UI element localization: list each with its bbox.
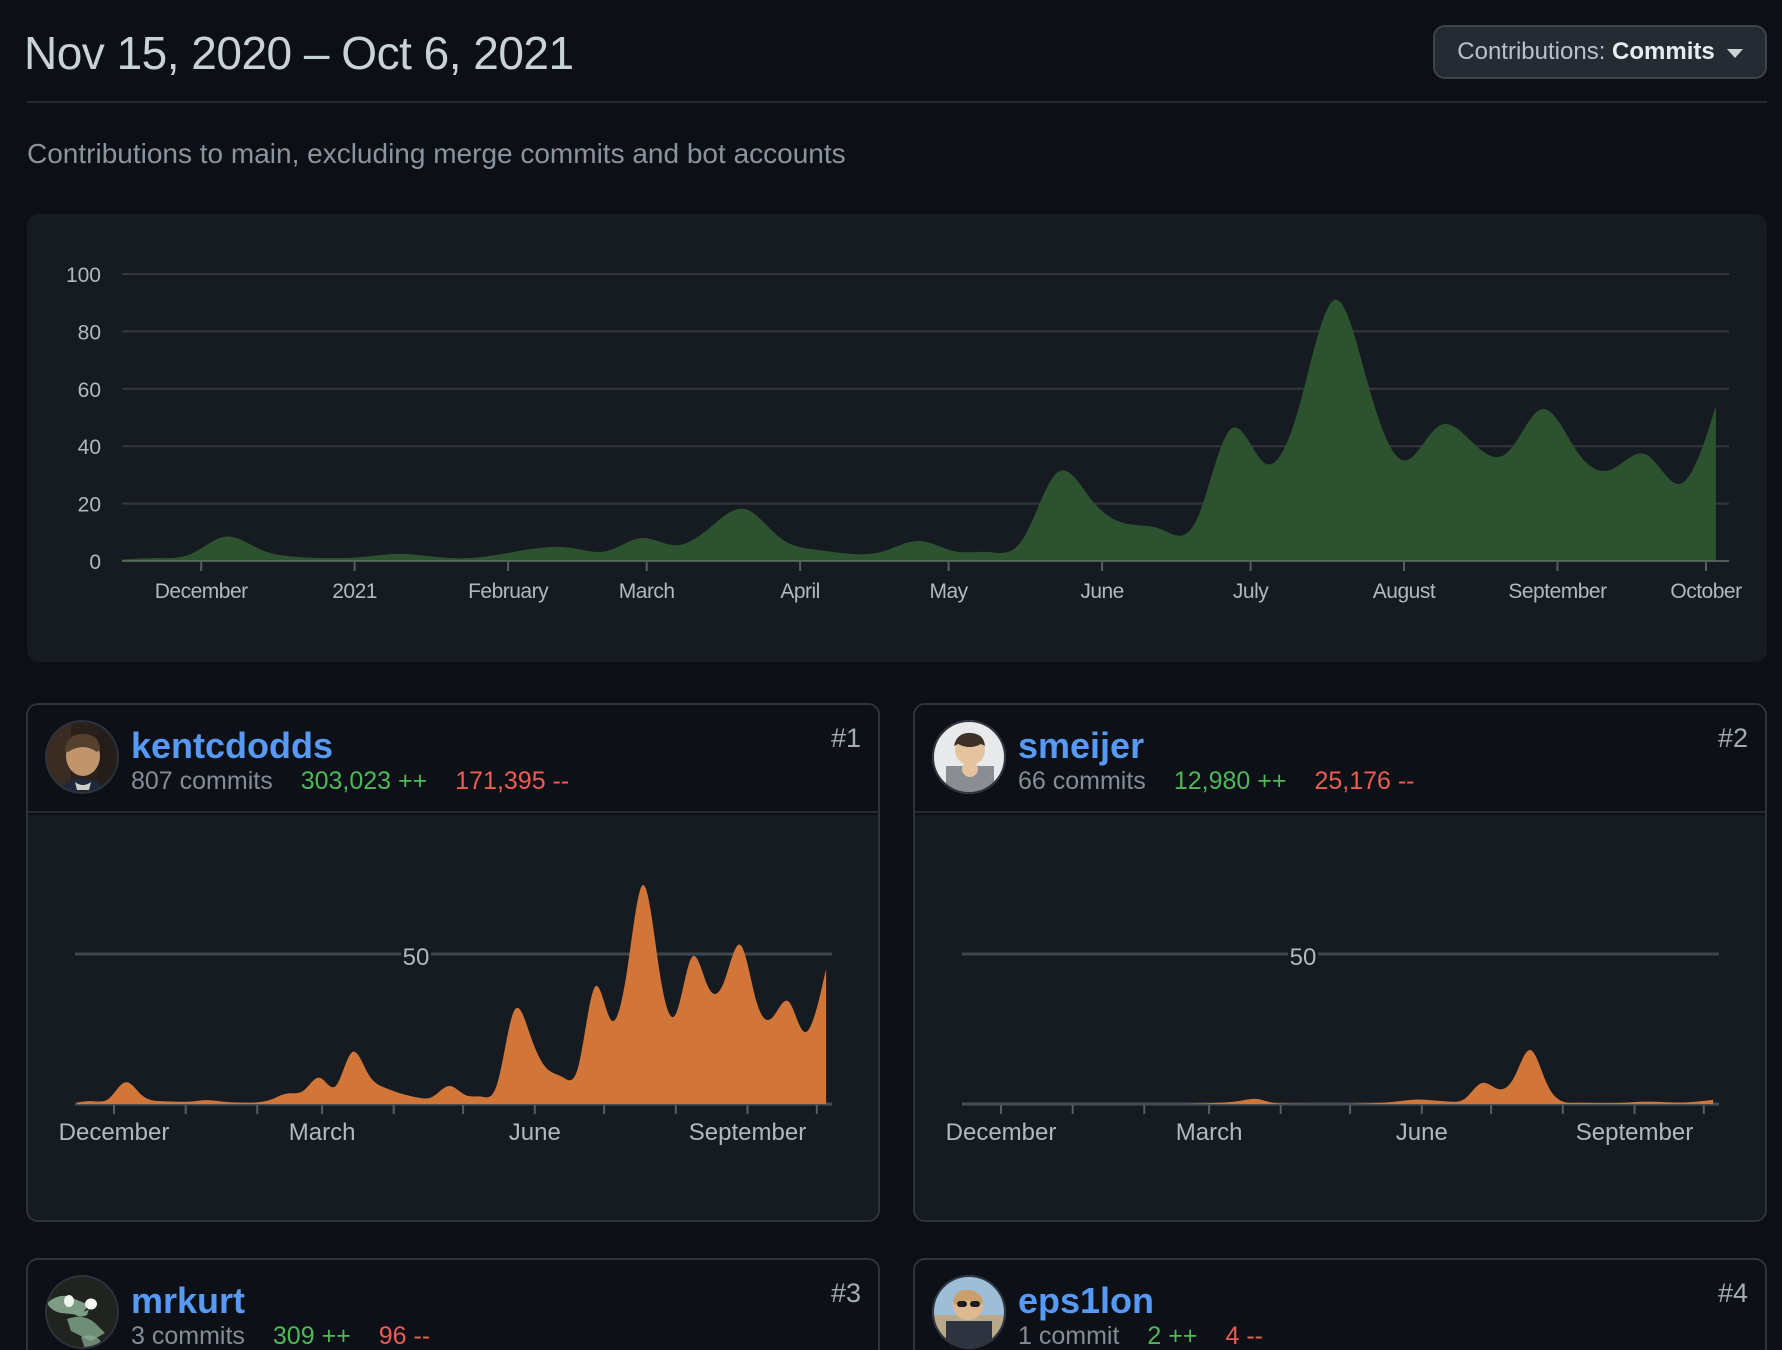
svg-text:June: June (1396, 1119, 1448, 1146)
svg-text:80: 80 (78, 321, 101, 344)
svg-text:September: September (689, 1119, 806, 1146)
svg-text:December: December (155, 580, 248, 603)
svg-text:June: June (1080, 580, 1124, 603)
svg-text:20: 20 (78, 494, 101, 517)
svg-text:September: September (1576, 1119, 1693, 1146)
svg-text:April: April (780, 580, 820, 603)
svg-text:June: June (509, 1119, 561, 1146)
svg-text:50: 50 (1290, 944, 1317, 971)
svg-text:December: December (59, 1119, 170, 1146)
svg-text:40: 40 (78, 436, 101, 459)
svg-text:September: September (1508, 580, 1607, 603)
svg-text:March: March (1176, 1119, 1243, 1146)
svg-text:October: October (1670, 580, 1742, 603)
svg-text:0: 0 (89, 551, 101, 574)
svg-text:50: 50 (403, 944, 430, 971)
svg-text:February: February (468, 580, 549, 603)
svg-text:March: March (289, 1119, 356, 1146)
svg-text:August: August (1373, 580, 1436, 603)
svg-text:May: May (930, 580, 969, 603)
svg-text:2021: 2021 (332, 580, 377, 603)
svg-text:July: July (1233, 580, 1269, 603)
svg-text:March: March (619, 580, 675, 603)
svg-text:60: 60 (78, 379, 101, 402)
svg-text:December: December (946, 1119, 1057, 1146)
svg-text:100: 100 (66, 264, 101, 287)
